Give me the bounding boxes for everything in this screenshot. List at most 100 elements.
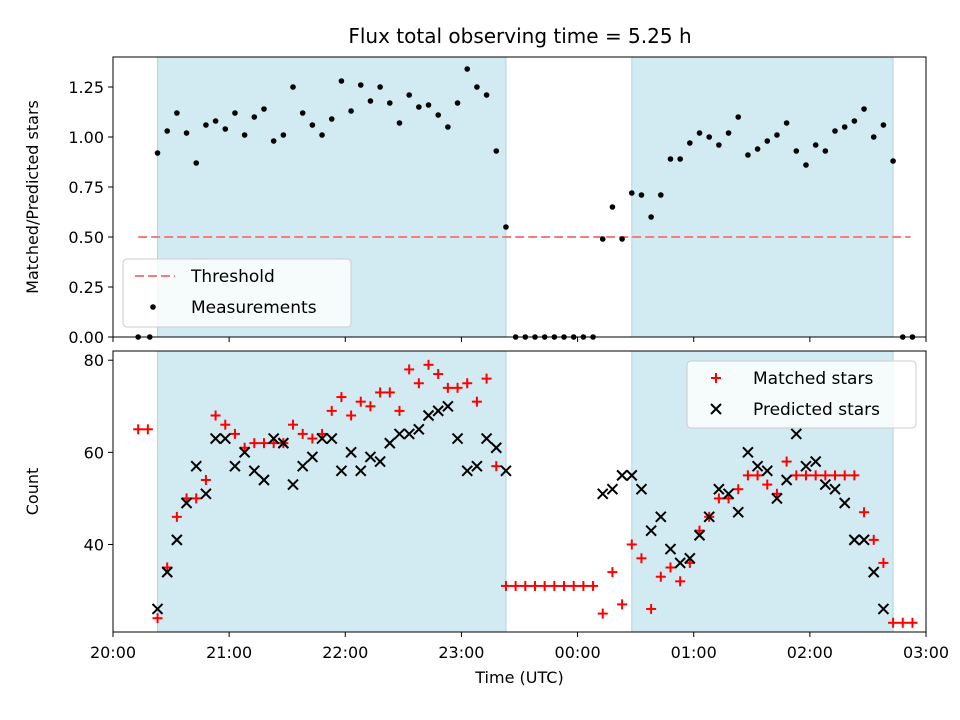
matched-star-point	[578, 580, 589, 591]
matched-star-point	[355, 396, 366, 407]
y-tick-label: 80	[84, 351, 104, 370]
matched-star-point	[655, 571, 666, 582]
measurement-point	[851, 118, 858, 124]
predicted-star-point	[626, 469, 638, 482]
measurement-point	[803, 162, 809, 168]
measurement-point	[735, 114, 742, 120]
matched-star-point	[481, 373, 492, 384]
x-tick-label: 22:00	[322, 643, 368, 662]
predicted-star-point	[877, 603, 890, 615]
predicted-star-point	[645, 524, 657, 537]
measurement-point	[764, 138, 771, 144]
matched-star-point	[142, 424, 153, 435]
measurement-point	[474, 84, 480, 90]
measurement-point	[716, 142, 722, 148]
predicted-star-point	[442, 400, 454, 412]
measurement-point	[222, 126, 229, 132]
matched-star-point	[742, 470, 753, 481]
predicted-star-point	[684, 552, 696, 565]
matched-star-point	[413, 378, 424, 389]
measurement-point	[154, 150, 161, 156]
predicted-star-point	[490, 442, 502, 454]
matched-star-point	[229, 428, 240, 439]
measurement-point	[454, 100, 461, 106]
matched-star-point	[442, 382, 453, 393]
predicted-star-point	[355, 465, 367, 477]
measurement-point	[212, 118, 219, 124]
predicted-star-point	[461, 465, 473, 477]
x-tick-label: 00:00	[555, 643, 601, 662]
matched-star-point	[559, 580, 570, 591]
matched-star-point	[500, 580, 511, 591]
x-tick-label: 20:00	[90, 643, 136, 662]
measurement-point	[299, 110, 306, 116]
x-axis-label: Time (UTC)	[474, 668, 563, 687]
predicted-star-point	[858, 534, 870, 546]
threshold-legend-label: Threshold	[190, 267, 275, 287]
measurement-point	[503, 224, 509, 230]
y-tick-label: 40	[84, 535, 104, 554]
x-tick-label: 21:00	[206, 643, 252, 662]
top-panel: 0.00 0.25 0.50 0.75 1.00 1.25 Matched/Predicte…	[23, 56, 927, 347]
matched-star-point	[820, 470, 831, 481]
y-tick-label: 1.00	[68, 128, 104, 147]
matched-legend-label: Matched stars	[753, 369, 873, 389]
matched-star-point	[200, 474, 211, 485]
y-axis-label: Count	[23, 468, 42, 516]
matched-star-point	[510, 580, 521, 591]
matched-star-point	[636, 553, 647, 564]
matched-star-point	[539, 580, 550, 591]
measurement-point	[793, 148, 800, 154]
predicted-star-point	[422, 409, 435, 422]
measurement-point	[290, 84, 296, 90]
predicted-star-point	[171, 534, 183, 546]
predicted-star-point	[800, 460, 812, 472]
y-tick-label: 0.25	[68, 278, 104, 297]
top-legend-box	[122, 258, 352, 328]
matched-star-point	[529, 580, 540, 591]
predicted-star-point	[819, 478, 832, 491]
x-tick-label: 01:00	[671, 643, 717, 662]
predicted-star-point	[200, 488, 212, 500]
predicted-star-point	[296, 460, 309, 472]
predicted-star-point	[809, 455, 822, 468]
x-tick-label: 02:00	[787, 643, 833, 662]
matched-star-point	[336, 392, 347, 403]
measurement-point	[270, 138, 277, 144]
predicted-star-point	[277, 437, 290, 449]
measurement-point	[328, 116, 335, 122]
predicted-star-point	[316, 432, 328, 445]
y-tick-label: 60	[84, 443, 104, 462]
matched-star-point	[849, 470, 860, 481]
matched-star-point	[346, 410, 357, 421]
predicted-star-point	[664, 543, 677, 555]
predicted-star-point	[500, 465, 512, 477]
predicted-star-point	[780, 474, 793, 486]
matched-star-point	[326, 405, 337, 416]
measurement-point	[483, 92, 490, 98]
measurement-point	[203, 122, 209, 128]
measurement-point	[774, 132, 780, 138]
measurements-legend-swatch	[150, 304, 156, 310]
predicted-star-point	[635, 483, 648, 495]
matched-star-point	[830, 470, 841, 481]
predicted-star-point	[771, 492, 783, 505]
matched-star-point	[597, 608, 608, 619]
predicted-star-point	[209, 432, 222, 445]
matched-star-point	[210, 410, 221, 421]
measurement-point	[445, 124, 451, 130]
matched-star-point	[568, 580, 579, 591]
matched-star-point	[665, 562, 676, 573]
predicted-star-point	[151, 603, 164, 615]
measurement-point	[696, 130, 703, 136]
matched-star-point	[404, 364, 415, 375]
predicted-legend-label: Predicted stars	[753, 400, 880, 420]
measurement-point	[658, 192, 664, 198]
predicted-star-point	[180, 497, 193, 509]
measurement-point	[164, 128, 170, 134]
matched-star-point	[171, 511, 182, 522]
matched-star-point	[762, 479, 773, 490]
measurement-point	[309, 122, 316, 128]
matched-star-point	[810, 470, 821, 481]
predicted-star-point	[374, 455, 386, 468]
